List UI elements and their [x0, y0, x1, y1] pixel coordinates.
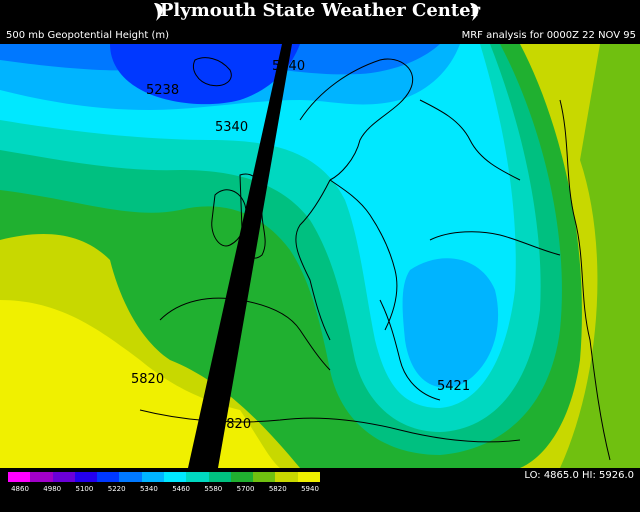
field-caption: 500 mb Geopotential Height (m) — [6, 30, 169, 41]
color-swatch — [119, 472, 142, 482]
band-5520 — [0, 44, 516, 408]
color-scale-tick: 5700 — [236, 485, 255, 493]
low-5421 — [402, 258, 499, 388]
color-scale-tick: 5580 — [204, 485, 223, 493]
page-title: Plymouth State Weather Center — [159, 0, 481, 21]
contour-label: 5340 — [215, 120, 248, 135]
color-swatch — [253, 472, 276, 482]
contour-label: 5340 — [272, 59, 305, 74]
color-swatch — [30, 472, 53, 482]
color-swatch — [208, 472, 231, 482]
color-scale-tick: 5340 — [139, 485, 158, 493]
title-bar: Plymouth State Weather Center 500 mb Geo… — [0, 0, 640, 41]
weather-map: 5238 5340 5340 5820 5820 5421 — [0, 44, 640, 468]
color-scale-tick: 5460 — [172, 485, 191, 493]
color-swatch — [186, 472, 209, 482]
color-scale — [8, 472, 320, 482]
color-swatch — [8, 472, 31, 482]
color-swatch — [74, 472, 98, 482]
lo-hi-readout: LO: 4865.0 HI: 5926.0 — [524, 470, 634, 481]
color-scale-tick: 5100 — [75, 485, 94, 493]
color-scale-tick: 5820 — [268, 485, 287, 493]
color-swatch — [230, 472, 254, 482]
contour-label: 5238 — [146, 83, 179, 98]
hurricane-icon — [154, 3, 163, 21]
analysis-caption: MRF analysis for 0000Z 22 NOV 95 — [461, 30, 636, 41]
color-swatch — [97, 472, 120, 482]
contour-label: 5820 — [131, 372, 164, 387]
color-scale-ticks: 4860 4980 5100 5220 5340 5460 5580 5700 5820 5940 — [0, 485, 330, 495]
color-scale-tick: 5940 — [301, 485, 319, 493]
color-scale-tick: 4860 — [11, 485, 29, 493]
contour-label: 5421 — [437, 379, 470, 394]
color-swatch — [141, 472, 164, 482]
hurricane-icon — [470, 3, 479, 21]
contour-label: 5820 — [218, 417, 251, 432]
color-scale-tick: 5220 — [107, 485, 126, 493]
data-gap-swath — [188, 44, 292, 468]
low-5238 — [110, 44, 300, 105]
color-swatch — [297, 472, 320, 482]
color-swatch — [52, 472, 75, 482]
color-swatch — [163, 472, 187, 482]
color-scale-tick: 4980 — [43, 485, 62, 493]
color-swatch — [275, 472, 298, 482]
